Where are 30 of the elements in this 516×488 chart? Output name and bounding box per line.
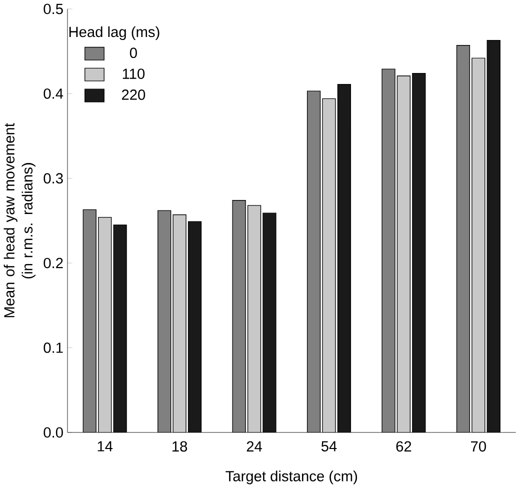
legend-label: 220 bbox=[122, 90, 146, 100]
bar bbox=[247, 205, 262, 432]
legend-label: 110 bbox=[122, 68, 145, 79]
y-tick-label: 0.3 bbox=[44, 173, 63, 184]
bar bbox=[306, 90, 321, 432]
y-axis-title: Mean of head yaw movement (in r.m.s. radians) bbox=[4, 123, 36, 318]
x-tick-label: 14 bbox=[98, 441, 113, 452]
x-tick-label: 54 bbox=[321, 441, 337, 452]
bar bbox=[82, 209, 96, 432]
bar bbox=[232, 200, 246, 432]
bar bbox=[456, 45, 470, 432]
bar bbox=[98, 216, 112, 432]
y-tick-label: 0.2 bbox=[44, 258, 63, 268]
bar bbox=[172, 214, 186, 432]
bar bbox=[382, 68, 396, 432]
y-tick-label: 0.5 bbox=[44, 4, 63, 14]
y-tick-label: 0.1 bbox=[44, 342, 63, 353]
bar bbox=[472, 58, 486, 432]
x-tick-label: 18 bbox=[172, 441, 188, 452]
legend-title: Head lag (ms) bbox=[69, 26, 160, 40]
bar bbox=[322, 98, 336, 432]
x-tick-label: 24 bbox=[246, 441, 262, 452]
bar bbox=[158, 210, 172, 432]
bar bbox=[396, 76, 411, 432]
x-tick-label: 70 bbox=[471, 441, 486, 452]
legend-label: 0 bbox=[130, 48, 137, 58]
x-axis-title: Target distance (cm) bbox=[226, 470, 358, 484]
y-tick-label: 0.4 bbox=[44, 88, 64, 99]
y-tick-label: 0.0 bbox=[44, 427, 63, 438]
x-tick-label: 62 bbox=[396, 441, 412, 452]
